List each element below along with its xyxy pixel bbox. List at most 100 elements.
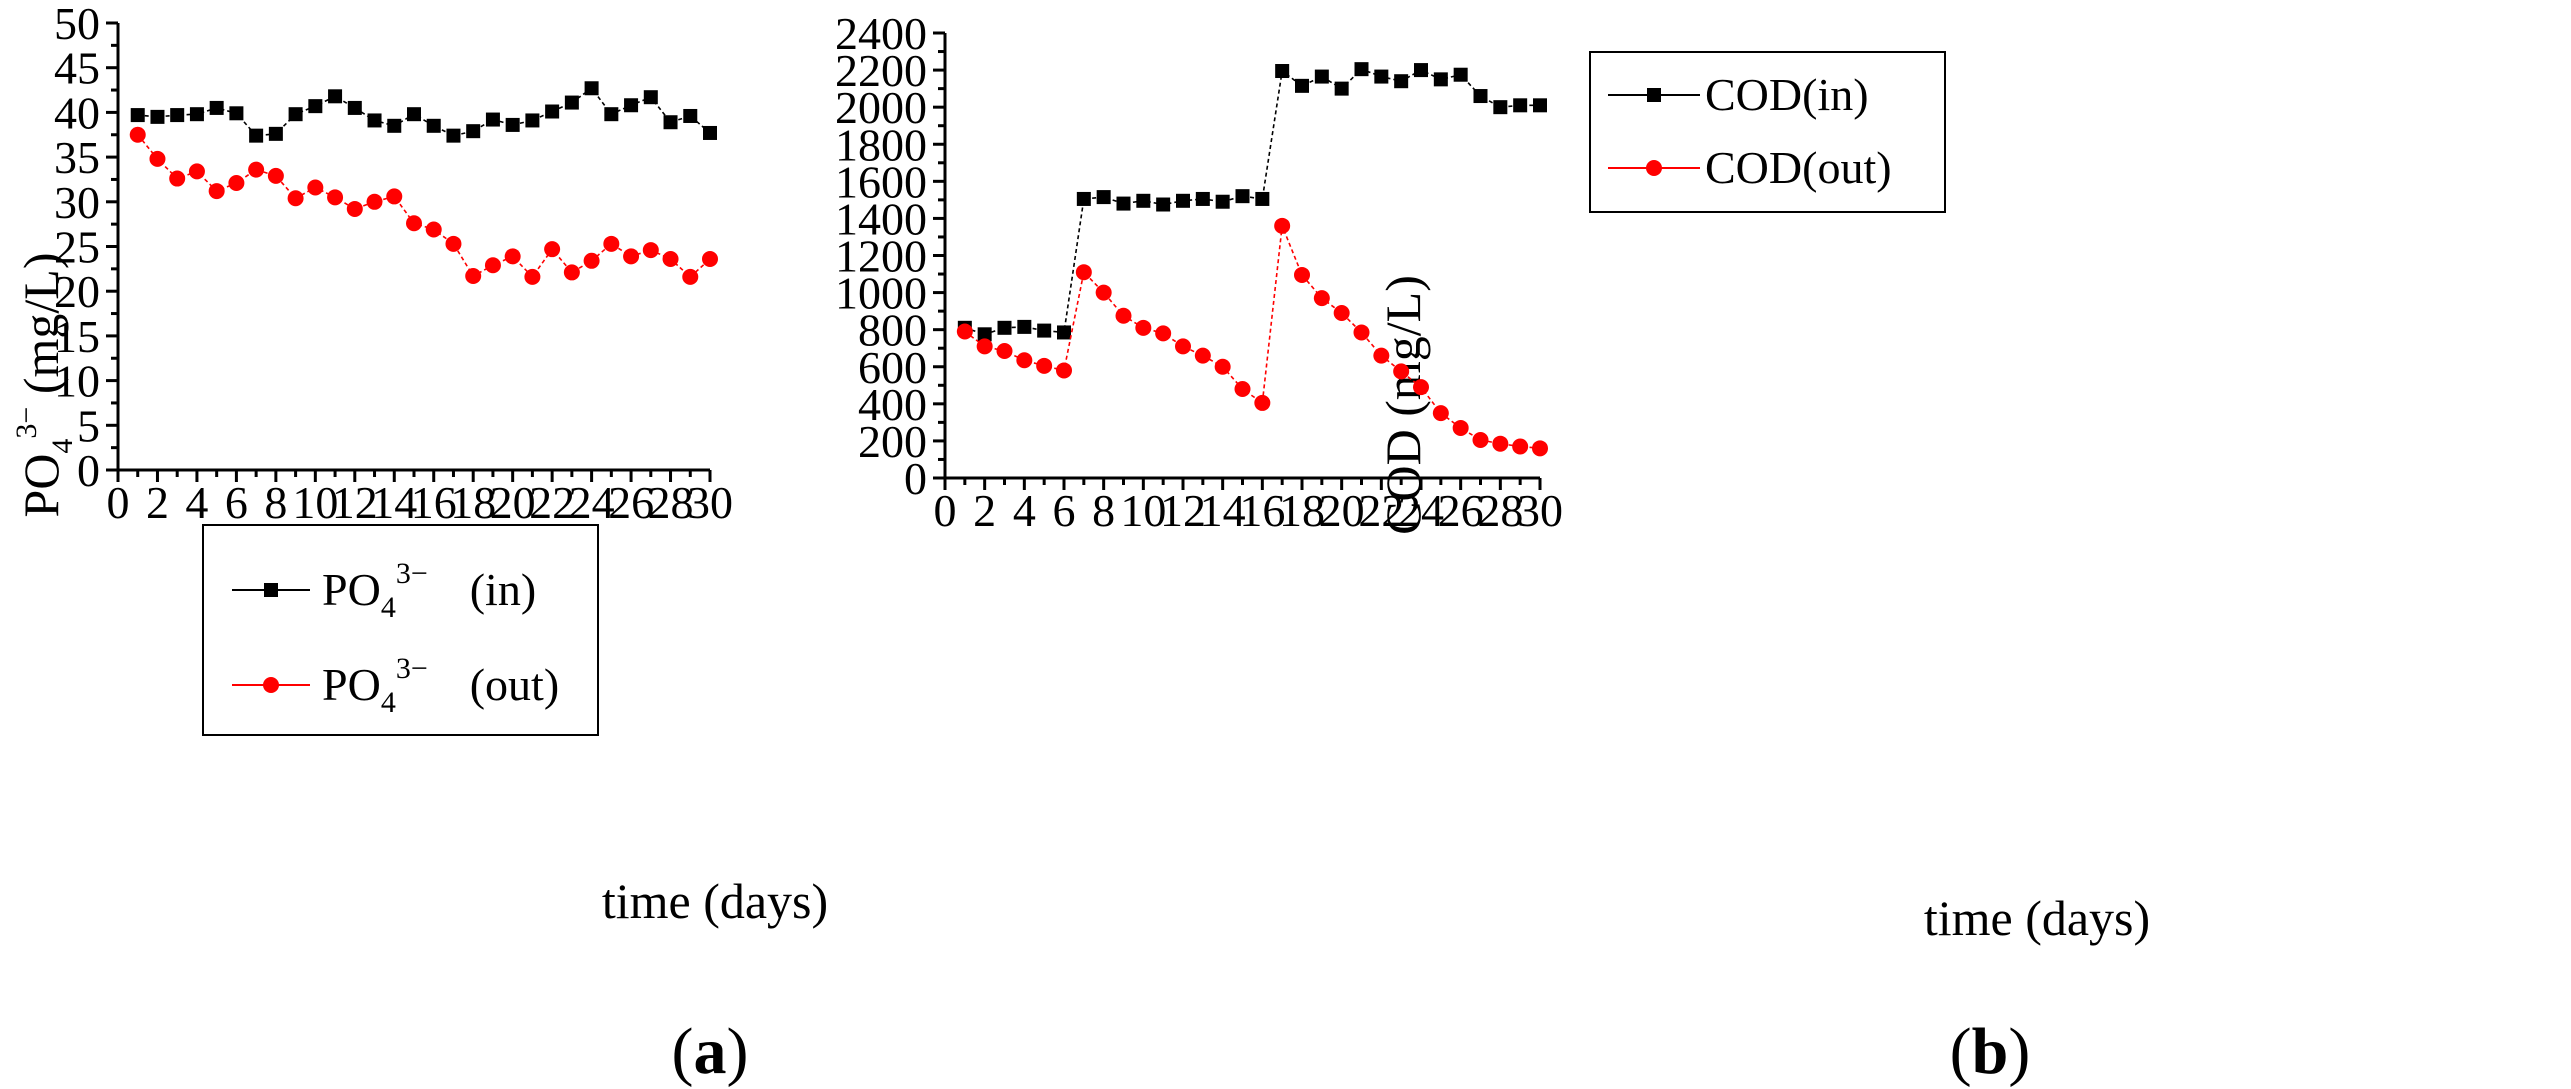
data-point (425, 221, 442, 238)
data-point (1295, 78, 1309, 93)
data-point (1452, 419, 1469, 436)
data-point (1275, 64, 1290, 79)
x-tick-label: 26 (1438, 485, 1484, 536)
x-tick-label: 22 (1358, 485, 1404, 536)
data-point (662, 251, 679, 268)
series-in (130, 81, 717, 143)
x-tick-label: 8 (264, 477, 287, 528)
data-point (1076, 191, 1091, 206)
data-point (1194, 347, 1211, 364)
x-axis-label: time (days) (602, 873, 828, 929)
y-tick-label: 5 (77, 400, 100, 451)
data-point (1493, 100, 1508, 115)
data-point (545, 104, 560, 119)
data-point (407, 107, 421, 122)
data-point (1136, 193, 1151, 208)
data-point (1214, 358, 1231, 375)
data-point (642, 242, 659, 259)
x-tick-label: 24 (1398, 485, 1444, 536)
data-point (347, 100, 362, 115)
data-point (426, 118, 441, 133)
data-point (1453, 67, 1468, 82)
x-tick-label: 0 (934, 485, 957, 536)
data-point (1513, 98, 1528, 113)
legend: COD(in) COD(out) (1589, 51, 1946, 213)
x-axis-label: time (days) (1924, 890, 2150, 946)
data-point (1234, 381, 1251, 397)
data-point (1334, 81, 1349, 96)
data-point (267, 167, 284, 184)
data-point (976, 338, 993, 355)
x-tick-label: 4 (1013, 485, 1036, 536)
data-point (1414, 63, 1428, 78)
data-point (505, 117, 520, 132)
y-tick-label: 20 (54, 266, 100, 317)
data-point (663, 115, 678, 130)
legend-box (202, 524, 599, 736)
data-point (1057, 325, 1071, 340)
x-tick-label: 16 (1239, 485, 1285, 536)
chart-panel-b: COD (mg/L) time (days) (b) 0 2 4 6 8 10121416… (835, 8, 2150, 1088)
y-tick-label: 600 (858, 342, 927, 393)
y-tick-label: 200 (858, 416, 927, 467)
x-tick-label: 12 (332, 477, 378, 528)
data-point (584, 81, 599, 96)
data-point (150, 109, 165, 124)
x-tick-label: 26 (608, 477, 654, 528)
y-axis-label: PO43− (mg/L) (10, 253, 79, 518)
x-tick-label: 20 (490, 477, 536, 528)
data-point (643, 90, 658, 105)
y-axis-label: COD (mg/L) (1375, 275, 1431, 535)
y-tick-label: 1400 (835, 193, 927, 244)
x-tick-label: 0 (107, 477, 130, 528)
y-tick-label: 45 (54, 43, 100, 94)
data-point (1393, 363, 1410, 380)
data-point (1175, 338, 1191, 355)
data-point (1373, 347, 1390, 364)
legend-marker-out (263, 677, 279, 693)
data-point (683, 108, 698, 123)
y-tick-label: 1800 (835, 119, 927, 170)
data-point (564, 95, 579, 110)
data-point (624, 98, 639, 113)
data-point (996, 342, 1013, 359)
data-point (682, 268, 699, 285)
x-tick-label: 24 (569, 477, 615, 528)
x-tick-label: 30 (1517, 485, 1563, 536)
x-tick-label: 14 (1200, 485, 1246, 536)
data-point (583, 252, 600, 269)
y-tick-label: 50 (54, 0, 100, 49)
x-tick-label: 6 (1053, 485, 1076, 536)
data-point (1512, 438, 1529, 455)
y-tick-label: 1000 (835, 268, 927, 319)
data-point (1095, 284, 1112, 301)
data-point (387, 118, 402, 133)
data-point (229, 106, 244, 121)
series-line (964, 68, 1540, 336)
x-tick-label: 16 (411, 477, 457, 528)
data-point (466, 124, 481, 139)
data-point (563, 264, 580, 281)
data-point (1115, 307, 1132, 324)
data-point (604, 107, 619, 122)
x-tick-label: 18 (1279, 485, 1325, 536)
data-point (1016, 352, 1033, 369)
x-tick-label: 10 (292, 477, 338, 528)
x-tick-label: 30 (687, 477, 733, 528)
data-point (1432, 405, 1449, 422)
data-point (1176, 193, 1190, 208)
data-point (1313, 290, 1330, 307)
plot-layer: 0 2 4 6 8 10121416182022242628300200400600800… (835, 8, 1563, 536)
data-point (1533, 98, 1547, 113)
data-point (288, 107, 303, 122)
y-tick-label: 30 (54, 177, 100, 228)
x-tick-label: 8 (1092, 485, 1115, 536)
y-tick-label: 1200 (835, 231, 927, 282)
data-point (1255, 191, 1270, 206)
x-tick-label: 28 (648, 477, 694, 528)
data-point (997, 320, 1012, 335)
data-point (170, 108, 185, 123)
x-tick-label: 2 (146, 477, 169, 528)
y-tick-label: 1600 (835, 156, 927, 207)
data-point (1472, 431, 1489, 448)
